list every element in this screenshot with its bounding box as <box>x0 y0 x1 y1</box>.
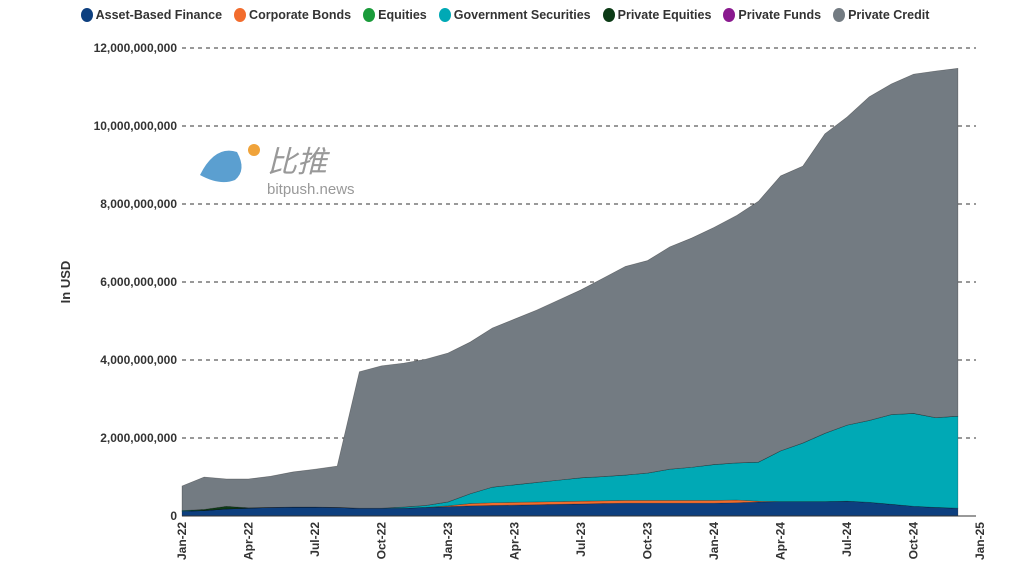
x-tick-label: Jul-23 <box>574 522 588 557</box>
x-tick-label: Jul-24 <box>840 522 854 557</box>
y-tick-label: 4,000,000,000 <box>100 353 177 367</box>
x-tick-label: Jan-22 <box>175 522 189 560</box>
legend-swatch <box>723 8 736 22</box>
legend-item[interactable]: Corporate Bonds <box>234 8 351 22</box>
legend-swatch <box>80 8 93 22</box>
legend: Asset-Based Finance Corporate Bonds Equiti… <box>0 8 1010 22</box>
legend-label: Corporate Bonds <box>249 8 352 22</box>
area-private-credit <box>181 67 959 511</box>
y-tick-label: 2,000,000,000 <box>100 431 177 445</box>
legend-label: Asset-Based Finance <box>95 8 223 22</box>
watermark-logo-text: 比推 <box>267 146 330 179</box>
legend-swatch <box>234 8 247 22</box>
x-tick-label: Apr-24 <box>774 522 788 560</box>
legend-swatch <box>602 8 615 22</box>
y-axis-label: In USD <box>58 261 73 304</box>
legend-swatch <box>363 8 376 22</box>
legend-label: Private Funds <box>738 8 822 22</box>
x-tick-label: Oct-23 <box>641 522 655 560</box>
legend-item[interactable]: Government Securities <box>438 8 591 22</box>
bird-logo-icon <box>200 150 242 183</box>
legend-item[interactable]: Equities <box>363 8 427 22</box>
x-tick-label: Oct-22 <box>375 522 389 560</box>
legend-label: Private Equities <box>617 8 712 22</box>
legend-swatch <box>438 8 451 22</box>
y-tick-label: 6,000,000,000 <box>100 275 177 289</box>
legend-item[interactable]: Private Equities <box>602 8 712 22</box>
x-tick-label: Jul-22 <box>308 522 322 557</box>
legend-label: Equities <box>378 8 427 22</box>
x-tick-label: Jan-25 <box>973 522 987 560</box>
legend-item[interactable]: Private Credit <box>833 8 929 22</box>
legend-item[interactable]: Private Funds <box>723 8 821 22</box>
x-tick-label: Jan-23 <box>441 522 455 560</box>
y-tick-label: 12,000,000,000 <box>94 41 178 55</box>
watermark: 比推 bitpush.news <box>200 144 355 198</box>
y-tick-label: 10,000,000,000 <box>94 119 178 133</box>
bitcoin-icon <box>248 144 260 156</box>
x-tick-label: Jan-24 <box>707 522 721 560</box>
legend-item[interactable]: Asset-Based Finance <box>80 8 223 22</box>
legend-label: Private Credit <box>848 8 930 22</box>
x-tick-label: Apr-22 <box>242 522 256 560</box>
legend-label: Government Securities <box>453 8 591 22</box>
legend-swatch <box>833 8 846 22</box>
x-tick-label: Oct-24 <box>907 522 921 560</box>
y-tick-label: 8,000,000,000 <box>100 197 177 211</box>
watermark-site: bitpush.news <box>267 181 355 198</box>
x-tick-label: Apr-23 <box>508 522 522 560</box>
y-tick-label: 0 <box>170 509 177 523</box>
